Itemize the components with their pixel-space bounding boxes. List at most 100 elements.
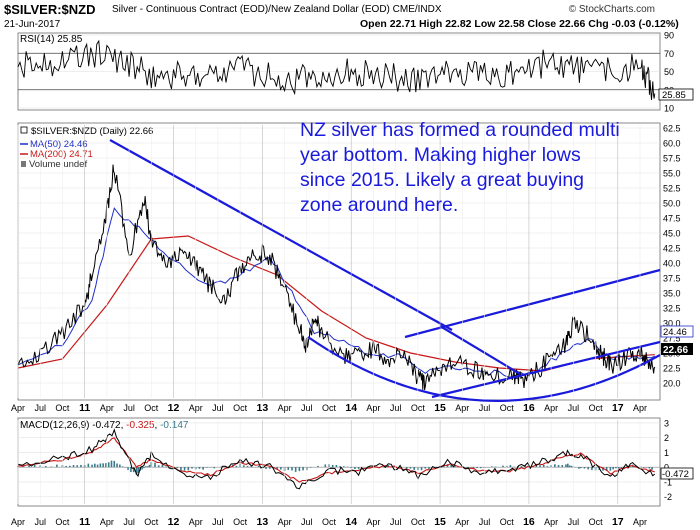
macd-x-axis: Apr Jul Oct 11 Apr Jul Oct 12 Apr Jul Oct 13 Apr Jul O… [11,420,647,528]
rsi-tick-label: 90 [664,31,674,41]
x-tick-label: 16 [523,402,535,414]
price-tick-label: 45.0 [663,229,681,239]
rsi-title: RSI(14) 25.85 [20,34,83,45]
x-tick-label: Oct [500,403,515,413]
x-tick-label: Apr [11,517,25,527]
macd-tick-labels: -2-10123 [664,418,672,502]
stockcharts-credit: © StockCharts.com [568,4,655,15]
macd-tick-label: 1 [664,448,669,458]
x-tick-label: Apr [544,517,558,527]
macd-signal-line [17,437,655,483]
price-tick-label: 22.5 [663,364,681,374]
legend-price-swatch [20,126,28,134]
ma50-line [17,207,655,380]
x-tick-label: Apr [278,517,292,527]
x-tick-label: Apr [11,403,25,413]
legend-volume: Volume undef [29,159,87,170]
x-tick-label: Apr [189,403,203,413]
x-tick-label: 13 [257,402,269,414]
x-tick-label: Oct [233,403,248,413]
chg-value: -0.03 (-0.12%) [611,18,679,30]
x-tick-label: Apr [366,517,380,527]
x-tick-label: Oct [500,517,515,527]
rsi-value-label: 25.85 [662,90,686,101]
x-tick-label: Apr [100,517,114,527]
price-x-axis: Apr Jul Oct 11 Apr Jul Oct 12 Apr Jul Oct 13 Apr Jul O… [11,125,647,414]
x-tick-label: Apr [633,517,647,527]
x-tick-label: 11 [79,402,90,414]
x-tick-label: Oct [589,403,604,413]
x-tick-label: 14 [345,402,357,414]
rsi-tick-label: 10 [664,104,674,114]
price-tick-label: 35.0 [663,289,681,299]
x-tick-label: 16 [523,516,535,528]
chg-label: Chg [588,18,609,30]
price-tick-label: 20.0 [663,379,681,389]
price-tick-label: 32.5 [663,304,681,314]
macd-value-box [660,467,694,480]
x-tick-label: Oct [411,403,426,413]
x-tick-label: Apr [455,403,469,413]
high-value: 22.82 [445,18,472,30]
close-value-tag [661,343,693,355]
x-tick-label: Oct [55,403,70,413]
ma-value-tag-label: 24.46 [663,327,687,338]
macd-title-hist: -0.147 [160,420,189,431]
ma-value-tag [660,325,694,338]
x-tick-label: 11 [79,516,90,528]
x-tick-label: Jul [301,403,313,413]
macd-line [17,428,656,490]
x-tick-label: Jul [390,517,402,527]
x-tick-label: Apr [633,403,647,413]
macd-tick-label: -2 [664,492,672,502]
x-tick-label: Jul [301,517,313,527]
x-tick-label: Jul [390,403,402,413]
x-tick-label: 15 [434,402,446,414]
price-tick-label: 55.0 [663,169,681,179]
downtrend-line [109,139,453,331]
legend-ma50: MA(50) 24.46 [30,139,88,150]
lower-channel-line [431,340,661,399]
low-value: 22.58 [498,18,525,30]
price-tick-label: 47.5 [663,214,681,224]
close-value-tag-label: 22.66 [663,345,688,356]
x-tick-label: Jul [123,517,135,527]
chart-date: 21-Jun-2017 [4,19,61,30]
macd-title-signal: -0.325 [126,420,155,431]
price-tick-label: 57.5 [663,154,681,164]
x-tick-label: Jul [123,403,135,413]
x-tick-label: Jul [568,403,580,413]
rsi-line [17,39,656,100]
x-tick-label: Oct [411,517,426,527]
x-tick-label: Jul [34,517,46,527]
chart-annotation: NZ silver has formed a rounded multi yea… [300,119,620,216]
x-tick-label: Jul [479,403,491,413]
x-tick-label: Oct [322,517,337,527]
macd-tick-label: 2 [664,433,669,443]
macd-panel: -2-10123 MACD(12,26,9) -0.472, -0.325, -… [17,417,694,507]
x-tick-label: Oct [144,517,159,527]
x-tick-label: 12 [168,402,180,414]
x-tick-label: Oct [55,517,70,527]
price-line [17,164,656,391]
price-tick-label: 42.5 [663,244,681,254]
chart-symbol: $SILVER:$NZD [4,2,96,17]
rounded-bottom-arc [307,336,661,402]
price-tick-label: 60.0 [663,139,681,149]
x-tick-label: Apr [455,517,469,527]
x-tick-label: Oct [144,403,159,413]
open-value: 22.71 [389,18,417,30]
macd-title-name: MACD(12,26,9) [20,420,89,431]
x-tick-label: Apr [189,517,203,527]
rsi-tick-label: 50 [664,67,674,77]
x-tick-label: 17 [612,402,624,414]
x-tick-label: Jul [212,403,224,413]
x-tick-label: Oct [322,403,337,413]
legend-price: $SILVER:$NZD (Daily) 22.66 [31,126,153,137]
x-tick-label: Jul [212,517,224,527]
price-tick-label: 50.0 [663,199,681,209]
x-tick-label: Apr [278,403,292,413]
x-tick-label: 13 [257,516,269,528]
price-tick-label: 37.5 [663,274,681,284]
